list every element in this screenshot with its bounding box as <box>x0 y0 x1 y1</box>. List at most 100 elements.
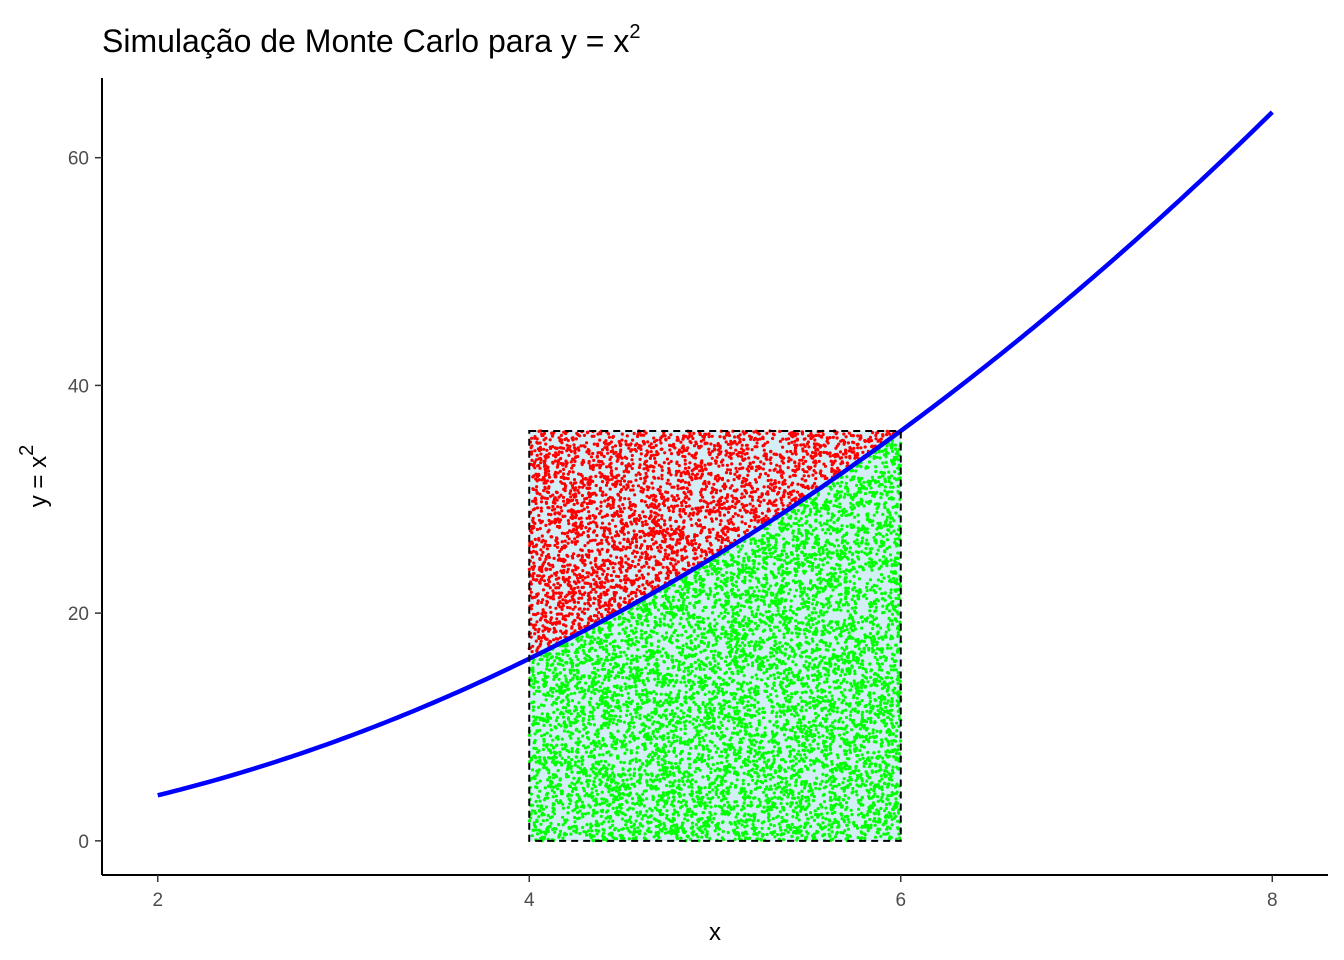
point-above <box>781 445 785 449</box>
point-above <box>750 498 755 502</box>
point-below <box>899 739 903 743</box>
point-above <box>634 544 638 548</box>
point-above <box>573 537 577 541</box>
point-below <box>842 570 846 574</box>
point-above <box>670 557 674 562</box>
point-below <box>749 640 754 644</box>
point-above <box>807 467 812 471</box>
point-above <box>600 460 604 464</box>
point-above <box>669 473 673 477</box>
point-below <box>587 718 591 722</box>
point-below <box>750 610 754 614</box>
point-below <box>808 706 812 710</box>
point-above <box>561 472 566 476</box>
point-above <box>628 598 632 602</box>
point-above <box>654 453 658 457</box>
point-above <box>555 617 559 621</box>
point-above <box>576 509 580 513</box>
point-above <box>652 542 656 546</box>
point-above <box>567 583 571 588</box>
point-below <box>817 614 821 619</box>
point-above <box>647 557 651 561</box>
point-above <box>678 534 682 538</box>
point-above <box>755 465 759 469</box>
point-above <box>663 523 667 527</box>
point-above <box>536 601 540 605</box>
point-above <box>617 561 621 565</box>
point-above <box>729 446 733 450</box>
point-above <box>680 504 684 508</box>
point-above <box>722 506 727 510</box>
point-below <box>885 515 890 519</box>
point-below <box>719 656 724 660</box>
point-above <box>621 565 625 569</box>
point-above <box>571 597 575 601</box>
point-above <box>812 460 816 464</box>
point-above <box>834 446 838 450</box>
point-above <box>652 526 656 531</box>
point-above <box>573 488 577 492</box>
point-above <box>662 461 666 465</box>
point-above <box>566 563 570 567</box>
point-below <box>683 732 687 736</box>
point-above <box>611 499 615 503</box>
point-below <box>693 770 697 774</box>
point-above <box>576 531 580 535</box>
point-above <box>615 509 619 514</box>
point-below <box>767 740 771 744</box>
point-above <box>609 455 613 459</box>
point-below <box>829 626 834 630</box>
point-above <box>780 501 784 505</box>
point-above <box>738 437 742 441</box>
point-above <box>821 432 825 437</box>
point-above <box>612 540 617 544</box>
point-above <box>677 497 681 501</box>
point-above <box>612 514 617 518</box>
point-above <box>637 569 641 573</box>
point-above <box>535 453 539 457</box>
point-above <box>758 472 763 476</box>
point-below <box>827 492 831 496</box>
point-above <box>659 546 663 550</box>
point-above <box>769 449 773 453</box>
point-above <box>558 549 562 554</box>
point-above <box>751 490 756 494</box>
point-below <box>752 562 756 566</box>
point-above <box>675 461 679 466</box>
point-below <box>879 573 884 577</box>
point-above <box>568 491 572 495</box>
point-below <box>862 650 867 655</box>
point-above <box>583 602 587 606</box>
point-above <box>743 530 747 534</box>
point-above <box>641 591 645 596</box>
point-above <box>611 566 615 570</box>
point-above <box>687 563 691 567</box>
point-above <box>574 568 578 572</box>
point-below <box>836 641 840 645</box>
point-below <box>703 636 708 640</box>
point-above <box>610 513 614 518</box>
point-above <box>577 607 581 611</box>
point-above <box>587 478 591 482</box>
point-below <box>708 800 712 805</box>
point-above <box>869 439 874 443</box>
point-above <box>598 552 602 556</box>
point-above <box>764 454 769 458</box>
point-above <box>602 585 606 589</box>
point-above <box>573 523 577 527</box>
point-above <box>620 438 624 442</box>
point-above <box>748 494 752 498</box>
point-below <box>775 694 779 698</box>
point-above <box>682 490 686 495</box>
point-below <box>709 649 714 654</box>
point-above <box>712 499 716 503</box>
point-above <box>589 584 593 589</box>
point-above <box>618 568 623 572</box>
point-above <box>633 565 637 569</box>
point-above <box>536 574 540 578</box>
point-above <box>622 600 626 604</box>
point-above <box>649 547 654 551</box>
point-above <box>646 440 650 444</box>
point-above <box>803 437 807 441</box>
